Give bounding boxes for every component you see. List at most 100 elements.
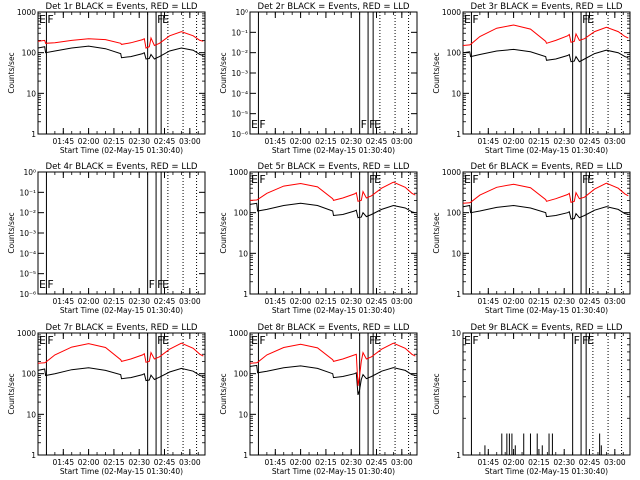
x-tick-label: 03:00 — [179, 137, 201, 146]
x-tick-label: 02:30 — [553, 458, 575, 467]
y-tick-label: 10⁻² — [19, 209, 36, 218]
y-axis-label: Counts/sec — [7, 373, 16, 414]
event-annotation: F — [582, 13, 588, 26]
y-tick-label: 10⁻³ — [19, 229, 36, 238]
panel-1: Det 1r BLACK = Events, RED = LLD 1 10 100 10… — [7, 2, 206, 155]
panel-title: Det 7r BLACK = Events, RED = LLD — [45, 323, 197, 333]
y-tick-label: 1000 — [17, 8, 36, 17]
event-annotation: F — [574, 334, 580, 347]
event-annotation: F — [259, 334, 265, 347]
y-tick-label: 1000 — [229, 168, 248, 177]
event-annotation: F — [149, 278, 155, 291]
event-annotation: F — [582, 334, 588, 347]
y-axis-label: Counts/sec — [7, 212, 16, 253]
event-annotation: F — [259, 118, 265, 131]
event-rate-line — [37, 45, 204, 60]
plot-frame — [462, 332, 631, 456]
event-annotation: E — [162, 334, 169, 347]
x-tick-label: 02:30 — [340, 297, 362, 306]
event-annotation: F — [582, 173, 588, 186]
x-tick-label: 02:00 — [290, 458, 312, 467]
plot-frame — [37, 11, 206, 135]
x-tick-label: 02:45 — [154, 458, 176, 467]
panel-4: Det 4r BLACK = Events, RED = LLD 10⁻⁶ 10⁻⁵… — [7, 162, 206, 315]
x-tick-label: 02:45 — [154, 137, 176, 146]
x-tick-label: 02:30 — [128, 137, 150, 146]
plot-frame — [249, 11, 418, 135]
x-tick-label: 02:00 — [78, 458, 100, 467]
event-rate-line — [462, 204, 629, 220]
y-tick-label: 10 — [451, 249, 461, 258]
event-annotation: F — [361, 118, 367, 131]
y-tick-label: 10⁻⁶ — [19, 290, 36, 299]
x-tick-label: 03:00 — [604, 458, 626, 467]
event-rate-line — [462, 48, 629, 63]
lld-rate-line — [249, 342, 416, 386]
event-annotation: E — [464, 173, 471, 186]
event-rate-line — [37, 367, 204, 382]
x-tick-label: 02:00 — [290, 137, 312, 146]
y-tick-label: 100 — [234, 370, 249, 379]
y-tick-label: 1 — [243, 290, 248, 299]
x-tick-label: 01:45 — [52, 458, 74, 467]
y-tick-label: 10⁻¹ — [231, 28, 248, 37]
x-tick-label: 01:45 — [477, 458, 499, 467]
x-tick-label: 02:45 — [579, 297, 601, 306]
event-annotation: E — [374, 334, 381, 347]
x-tick-label: 03:00 — [179, 458, 201, 467]
y-tick-label: 10⁰ — [235, 8, 248, 17]
y-tick-label: 10⁻⁴ — [231, 89, 248, 98]
panel-title: Det 9r BLACK = Events, RED = LLD — [470, 323, 622, 333]
panel-title: Det 8r BLACK = Events, RED = LLD — [257, 323, 409, 333]
x-tick-label: 02:00 — [503, 458, 525, 467]
y-axis-label: Counts/sec — [7, 52, 16, 93]
event-annotation: F — [369, 173, 375, 186]
y-axis-label: Counts/sec — [432, 52, 441, 93]
x-tick-label: 02:15 — [103, 458, 125, 467]
lld-rate-line — [37, 31, 204, 49]
y-tick-label: 1 — [456, 290, 461, 299]
x-tick-label: 02:00 — [503, 297, 525, 306]
x-axis-label: Start Time (02-May-15 01:30:40) — [272, 467, 395, 476]
plot-frame — [249, 332, 418, 456]
x-tick-label: 02:00 — [78, 297, 100, 306]
event-annotation: E — [39, 334, 46, 347]
y-tick-label: 100 — [447, 49, 462, 58]
x-axis-label: Start Time (02-May-15 01:30:40) — [60, 467, 183, 476]
panel-title: Det 3r BLACK = Events, RED = LLD — [470, 2, 622, 12]
x-tick-label: 02:00 — [290, 297, 312, 306]
x-tick-label: 01:45 — [264, 458, 286, 467]
y-tick-label: 1000 — [229, 329, 248, 338]
y-tick-label: 1000 — [442, 168, 461, 177]
y-tick-label: 10⁻⁴ — [19, 249, 36, 258]
x-tick-label: 02:45 — [154, 297, 176, 306]
event-annotation: E — [162, 278, 169, 291]
y-tick-label: 1000 — [17, 329, 36, 338]
y-tick-label: 1 — [31, 451, 36, 460]
panel-7: Det 7r BLACK = Events, RED = LLD 1 10 100 10… — [7, 323, 206, 476]
x-tick-label: 02:15 — [528, 137, 550, 146]
x-tick-label: 03:00 — [391, 137, 413, 146]
event-annotation: F — [157, 334, 163, 347]
x-tick-label: 01:45 — [52, 137, 74, 146]
y-tick-label: 1 — [31, 130, 36, 139]
panel-title: Det 2r BLACK = Events, RED = LLD — [257, 2, 409, 12]
y-tick-label: 10⁻² — [231, 49, 248, 58]
y-tick-label: 10⁻⁵ — [19, 270, 36, 279]
x-tick-label: 02:15 — [528, 458, 550, 467]
event-annotation: E — [251, 118, 258, 131]
event-annotation: F — [369, 334, 375, 347]
plot-frame — [249, 171, 418, 295]
event-annotation: E — [587, 173, 594, 186]
event-annotation: F — [369, 118, 375, 131]
event-rate-line — [249, 202, 416, 219]
event-annotation: E — [251, 173, 258, 186]
y-axis-label: Counts/sec — [432, 212, 441, 253]
panel-title: Det 6r BLACK = Events, RED = LLD — [470, 162, 622, 172]
x-tick-label: 01:45 — [477, 137, 499, 146]
panel-5: Det 5r BLACK = Events, RED = LLD 1 10 100 10… — [219, 162, 418, 315]
y-axis-label: Counts/sec — [432, 373, 441, 414]
x-tick-label: 02:45 — [366, 458, 388, 467]
x-tick-label: 02:45 — [366, 137, 388, 146]
panel-title: Det 5r BLACK = Events, RED = LLD — [257, 162, 409, 172]
